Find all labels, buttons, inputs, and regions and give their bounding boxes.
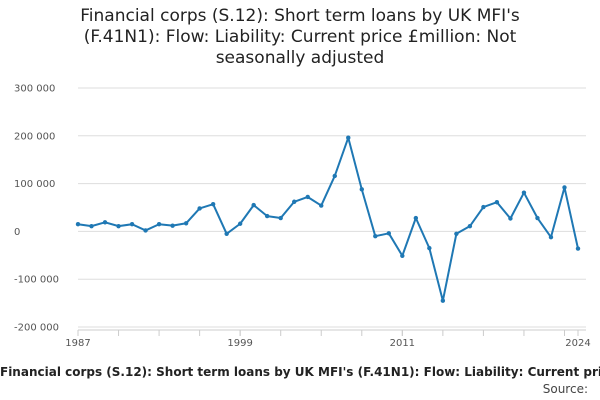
data-point xyxy=(467,223,473,229)
data-point xyxy=(319,203,324,208)
data-point xyxy=(346,135,351,140)
data-point xyxy=(102,220,108,225)
data-point xyxy=(143,228,148,233)
data-point xyxy=(386,231,392,236)
data-point xyxy=(264,213,270,219)
data-point xyxy=(535,215,540,221)
data-point xyxy=(197,206,202,211)
data-point xyxy=(481,204,486,210)
gridlines xyxy=(78,87,586,328)
data-point xyxy=(454,231,459,236)
chart-title-line-2: (F.41N1): Flow: Liability: Current price… xyxy=(83,27,517,47)
chart-title-line-3: seasonally adjusted xyxy=(215,48,385,68)
x-tick-label: 1987 xyxy=(65,338,90,349)
y-axis-tick-labels: 300 000 200 000 100 000 0 -100 000 -200 000 xyxy=(14,84,59,334)
data-point xyxy=(278,215,283,221)
y-tick-label: 300 000 xyxy=(14,84,55,95)
data-point xyxy=(494,200,500,205)
series-line-layer xyxy=(77,136,579,302)
series-line xyxy=(77,136,579,302)
y-tick-label: 100 000 xyxy=(14,179,55,190)
data-point xyxy=(359,187,364,192)
y-tick-label: 200 000 xyxy=(14,131,55,142)
data-point xyxy=(413,215,419,221)
data-point xyxy=(305,194,310,200)
data-point xyxy=(75,222,81,227)
data-point xyxy=(170,223,175,228)
data-point xyxy=(292,199,297,204)
series-label: Financial corps (S.12): Short term loans… xyxy=(0,365,600,379)
y-tick-label: 0 xyxy=(14,227,20,238)
series-points xyxy=(75,135,581,303)
data-point xyxy=(562,185,567,190)
data-point xyxy=(89,223,94,229)
data-point xyxy=(521,190,527,195)
source-label: Source: xyxy=(542,382,588,396)
data-point xyxy=(373,233,378,239)
y-tick-label: -200 000 xyxy=(14,323,59,334)
data-point xyxy=(400,253,405,258)
data-point xyxy=(427,245,432,251)
data-point xyxy=(548,234,554,240)
data-point xyxy=(224,231,229,236)
x-tick-label: 1999 xyxy=(227,338,252,349)
data-point xyxy=(116,223,121,229)
data-point xyxy=(575,246,581,251)
chart-title-line-1: Financial corps (S.12): Short term loans… xyxy=(80,6,520,26)
x-axis: 1987 1999 2011 2024 xyxy=(65,329,591,349)
data-point xyxy=(237,221,243,226)
x-tick-label: 2011 xyxy=(390,338,415,349)
data-point xyxy=(508,216,513,221)
x-tick-label: 2024 xyxy=(565,338,590,349)
data-point xyxy=(251,202,256,208)
data-point xyxy=(210,201,216,207)
chart-title: Financial corps (S.12): Short term loans… xyxy=(0,6,600,69)
data-point xyxy=(332,173,337,179)
data-point xyxy=(129,222,135,227)
data-point xyxy=(156,222,162,227)
data-point xyxy=(183,221,189,226)
y-tick-label: -100 000 xyxy=(14,275,59,286)
data-point xyxy=(440,298,446,303)
